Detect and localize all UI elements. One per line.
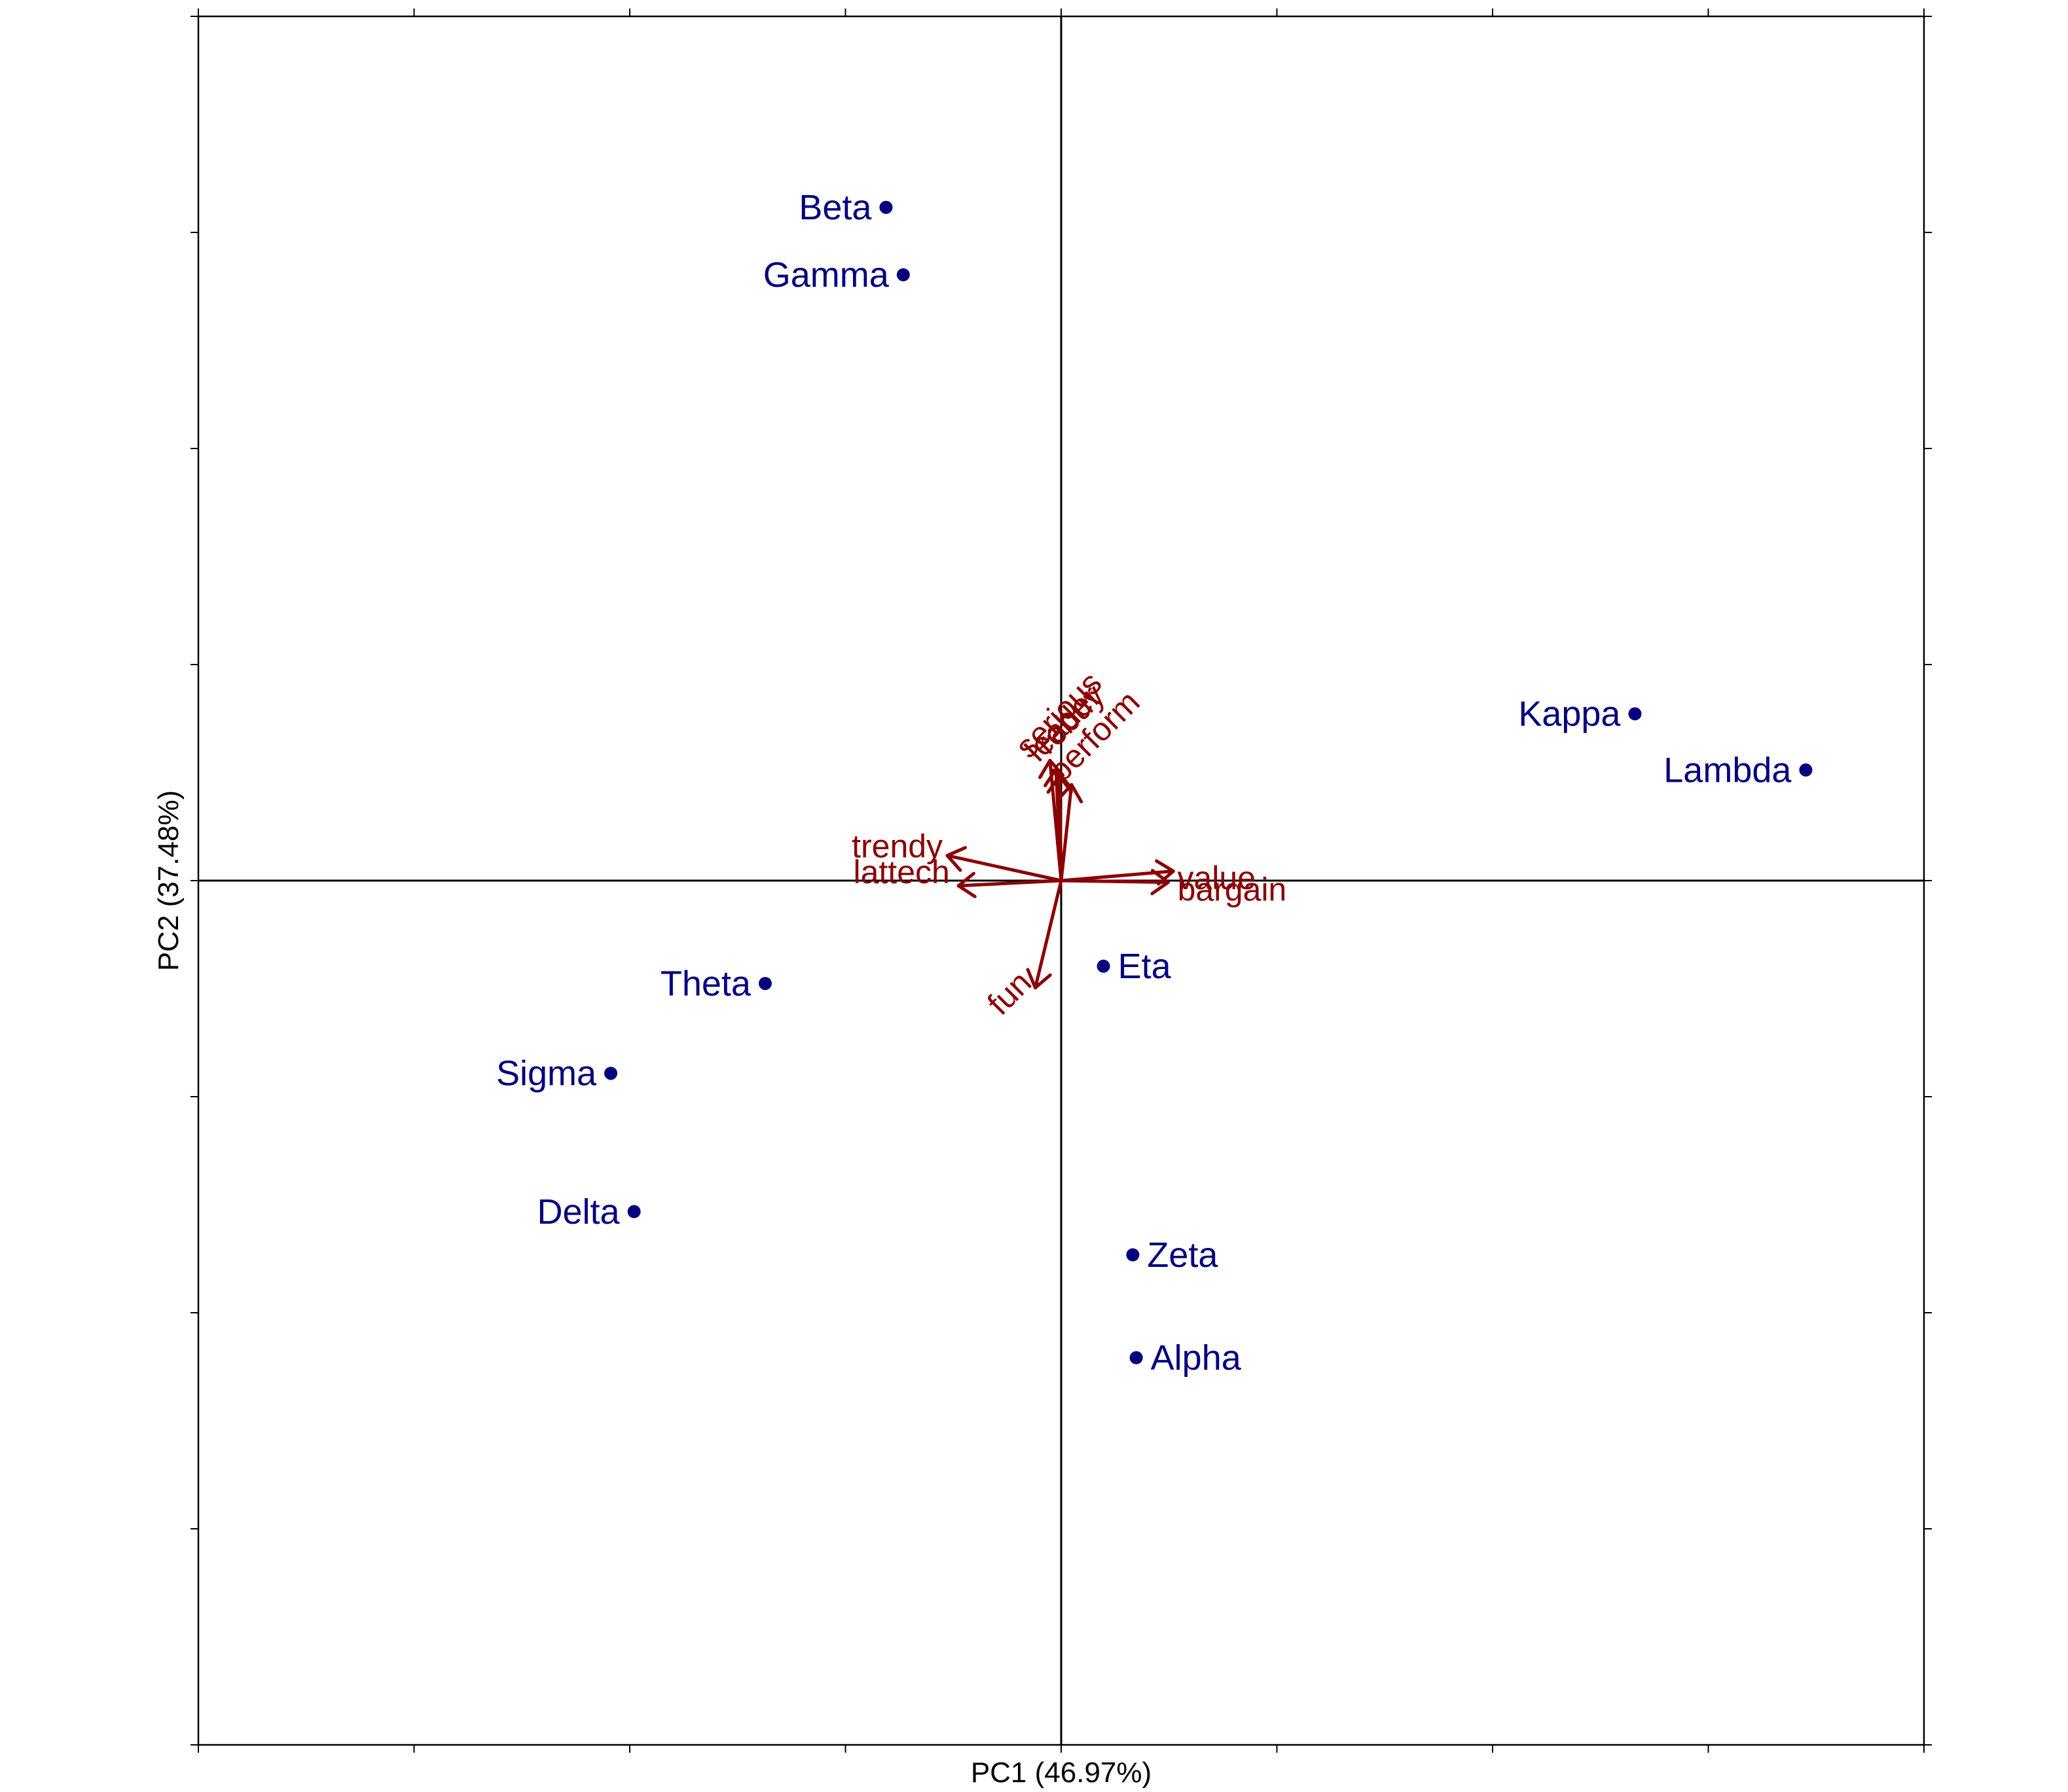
loading-arrow-head xyxy=(1046,774,1073,794)
data-point-label: Alpha xyxy=(1151,1338,1242,1378)
point-gamma: Gamma xyxy=(763,255,910,295)
data-point-label: Eta xyxy=(1118,947,1172,986)
loading-arrow-shaft xyxy=(1057,774,1063,883)
loading-arrow-head xyxy=(1043,767,1070,788)
data-point-label: Delta xyxy=(537,1192,621,1232)
data-point-marker xyxy=(1129,1351,1143,1364)
data-point-label: Theta xyxy=(661,964,752,1003)
loading-label: trendy xyxy=(852,828,943,864)
point-delta: Delta xyxy=(537,1192,641,1232)
y-axis-title: PC2 (37.48%) xyxy=(153,790,185,971)
data-point-label: Beta xyxy=(799,188,872,227)
data-point-marker xyxy=(896,268,910,282)
point-sigma: Sigma xyxy=(496,1054,618,1093)
data-point-marker xyxy=(604,1067,618,1080)
loading-arrow-shaft xyxy=(1059,879,1170,885)
data-point-marker xyxy=(1097,959,1110,973)
data-point-label: Zeta xyxy=(1147,1235,1218,1275)
x-axis-title: PC1 (46.97%) xyxy=(971,1757,1152,1789)
loading-arrow-shaft xyxy=(1059,782,1074,883)
data-point-label: Gamma xyxy=(763,255,890,295)
loading-label: value xyxy=(1177,860,1256,896)
loading-arrow-head xyxy=(1057,782,1083,804)
axis-ticks xyxy=(190,9,1932,1753)
point-lambda: Lambda xyxy=(1663,750,1813,790)
loading-arrow-head xyxy=(945,846,968,872)
data-point-label: Lambda xyxy=(1663,750,1792,790)
point-zeta: Zeta xyxy=(1126,1235,1218,1275)
point-kappa: Kappa xyxy=(1518,695,1642,734)
loading-lattech: lattech xyxy=(854,854,1063,898)
loading-label: bargain xyxy=(1178,871,1287,907)
point-theta: Theta xyxy=(661,964,772,1003)
data-point-marker xyxy=(1799,763,1813,777)
loading-trendy: trendy xyxy=(852,828,1063,883)
loading-fun: fun xyxy=(980,879,1063,1022)
data-point-marker xyxy=(1628,707,1642,721)
point-alpha: Alpha xyxy=(1129,1338,1242,1378)
loading-bargain: bargain xyxy=(1059,869,1287,907)
data-point-marker xyxy=(627,1205,641,1218)
data-point-label: Kappa xyxy=(1518,695,1621,734)
loading-label: lattech xyxy=(854,854,950,890)
loading-arrow-shaft xyxy=(1033,879,1063,990)
loading-arrow-shaft xyxy=(956,879,1063,888)
data-point-marker xyxy=(758,977,772,991)
loading-arrow-head xyxy=(1150,869,1170,896)
point-eta: Eta xyxy=(1097,947,1172,986)
loading-arrow-head xyxy=(956,871,977,898)
loading-arrow-shaft xyxy=(945,854,1063,883)
data-point-marker xyxy=(1126,1248,1140,1262)
data-point-marker xyxy=(879,200,893,214)
observation-points: Beta Gamma Kappa Lambda Theta Eta Sigma Delta Ze… xyxy=(496,188,1813,1378)
data-point-label: Sigma xyxy=(496,1054,597,1093)
point-beta: Beta xyxy=(799,188,893,227)
loading-arrow-head xyxy=(1026,968,1052,990)
